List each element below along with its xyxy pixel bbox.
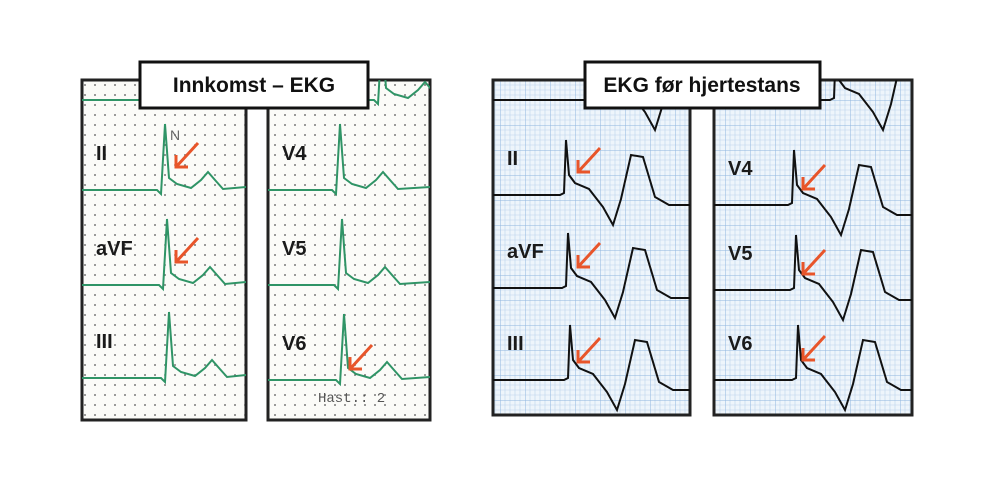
arrow (576, 146, 602, 174)
panel-title: Innkomst – EKG (173, 74, 335, 97)
arrow-head (174, 250, 188, 264)
ecg-trace (714, 149, 912, 238)
arrow-head (801, 177, 815, 191)
lead-label: III (96, 331, 113, 353)
ecg-trace (493, 232, 690, 321)
ecg-trace (268, 80, 430, 107)
lead-label: V6 (282, 333, 306, 355)
arrow (801, 163, 827, 191)
lead-label: aVF (96, 238, 133, 260)
title-box (583, 60, 822, 110)
ecg-trace (82, 123, 246, 197)
ecg-trace (714, 234, 912, 323)
ecg-trace (82, 218, 246, 292)
ecg-trace (268, 123, 430, 197)
lead-label: V5 (728, 243, 752, 265)
ecg-trace (268, 218, 430, 292)
lead-label: V4 (282, 143, 307, 165)
arrow (801, 248, 827, 276)
ecg-trace (714, 324, 912, 413)
lead-label: II (96, 143, 107, 165)
lead-label: V5 (282, 238, 306, 260)
lead-label: III (507, 333, 524, 355)
arrow-head (801, 262, 815, 276)
lead-label: V4 (728, 158, 753, 180)
marker-label: N (170, 127, 180, 143)
arrow-head (576, 350, 590, 364)
title-box (138, 60, 370, 110)
panel-title: EKG før hjertestans (603, 74, 800, 97)
arrow (174, 141, 200, 169)
ecg-trace (714, 80, 912, 133)
lead-label: aVF (507, 241, 544, 263)
arrow-head (576, 255, 590, 269)
arrow (348, 343, 374, 371)
trace-group (714, 80, 912, 413)
arrow (576, 241, 602, 269)
arrow-head (576, 160, 590, 174)
ecg-trace (82, 311, 246, 385)
arrow-head (174, 155, 188, 169)
lead-label: V6 (728, 333, 752, 355)
ecg-trace (493, 139, 690, 228)
arrow (576, 336, 602, 364)
arrow-head (348, 357, 362, 371)
arrow (174, 236, 200, 264)
ecg-trace (268, 313, 430, 387)
speed-label: Hast.: 2 (318, 391, 385, 407)
arrow-head (801, 348, 815, 362)
arrow (801, 334, 827, 362)
ecg-trace (493, 324, 690, 413)
lead-label: II (507, 148, 518, 170)
trace-group (268, 80, 430, 387)
